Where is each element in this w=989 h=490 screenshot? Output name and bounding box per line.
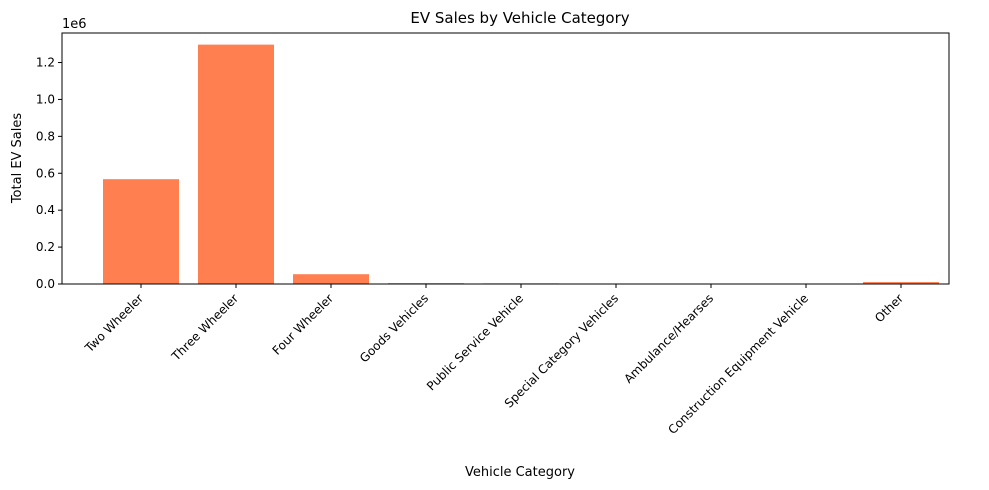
- x-tick-label: Three Wheeler: [168, 291, 241, 364]
- plot-frame: [61, 32, 950, 285]
- x-tick-label: Special Category Vehicles: [502, 291, 621, 410]
- y-tick-label: 0.0: [36, 277, 55, 291]
- x-tick-label: Other: [872, 291, 906, 325]
- bars-layer: [103, 44, 939, 285]
- y-offset-text: 1e6: [62, 17, 87, 32]
- chart-title: EV Sales by Vehicle Category: [410, 9, 629, 27]
- y-tick-label: 0.6: [36, 166, 55, 180]
- bar-2: [198, 44, 274, 285]
- bar-1: [103, 179, 179, 284]
- x-tick-label: Ambulance/Hearses: [621, 291, 716, 386]
- bar-3: [293, 274, 369, 284]
- x-tick-label: Goods Vehicles: [357, 291, 431, 365]
- y-tick-label: 0.8: [36, 129, 55, 143]
- x-tick-label: Four Wheeler: [270, 291, 337, 358]
- y-tick-label: 1.2: [36, 56, 55, 70]
- x-tick-label: Public Service Vehicle: [424, 291, 526, 393]
- y-tick-label: 0.2: [36, 240, 55, 254]
- x-tick-label: Two Wheeler: [82, 291, 147, 356]
- y-axis-label: Total EV Sales: [10, 113, 25, 205]
- y-tick-label: 1.0: [36, 92, 55, 106]
- y-tick-label: 0.4: [36, 203, 55, 217]
- x-axis-label: Vehicle Category: [465, 465, 575, 480]
- bar-9: [863, 282, 939, 284]
